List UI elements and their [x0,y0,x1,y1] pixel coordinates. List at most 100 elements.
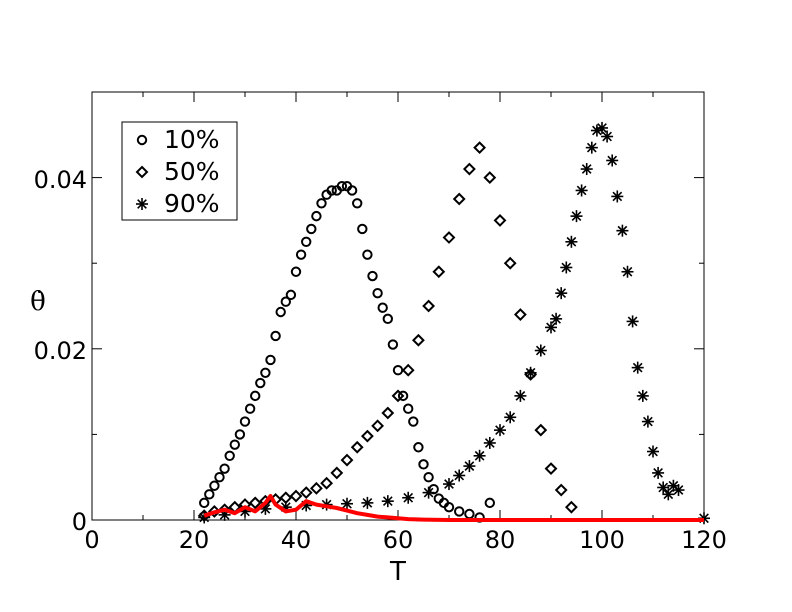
data-point-diamond [493,213,507,227]
data-point-asterisk [524,366,537,379]
data-point-circle [285,289,297,301]
data-point-asterisk [504,411,517,424]
data-point-asterisk [473,449,486,462]
data-point-circle [214,472,225,483]
data-point-diamond [473,141,487,155]
data-point-diamond [309,481,323,495]
series-circle [199,180,495,523]
data-point-asterisk [443,478,455,491]
data-point-asterisk [626,315,639,328]
data-point-asterisk [483,436,496,449]
legend-marker-asterisk [136,198,148,210]
data-point-circle [204,489,215,500]
data-point-diamond [330,466,344,480]
x-tick-label: 120 [681,526,727,554]
data-point-circle [255,377,266,389]
legend-marker-diamond [135,165,149,179]
data-point-asterisk [601,130,614,143]
data-point-circle [270,330,281,342]
data-point-diamond [442,231,456,244]
data-point-asterisk [453,469,466,482]
legend-label-90: 90% [164,189,220,218]
legend-label-50: 50% [164,157,220,186]
data-point-asterisk [647,445,659,458]
data-point-asterisk [641,415,654,428]
data-point-diamond [371,419,385,433]
data-point-asterisk [585,141,598,154]
data-point-asterisk [550,312,563,325]
data-point-circle [260,367,271,378]
data-point-circle [244,403,256,414]
data-point-diamond [554,483,568,497]
data-point-asterisk [560,261,573,274]
data-point-asterisk [534,344,547,357]
data-point-circle [239,416,251,427]
data-point-circle [382,313,393,325]
series-layer [197,121,710,525]
legend: 10% 50% 90% [121,121,238,221]
x-axis-title: T [389,557,406,587]
data-point-asterisk [621,265,634,278]
data-point-circle [454,506,465,517]
data-point-diamond [432,265,446,279]
data-point-circle [423,472,434,483]
legend-marker [136,134,148,146]
data-point-asterisk [381,495,394,508]
data-point-circle [301,236,312,248]
data-point-diamond [503,256,517,270]
data-point-circle [397,390,409,402]
data-point-circle [265,354,276,366]
data-point-diamond [401,363,415,377]
y-axis-title: θ̇ [30,287,46,317]
data-point-diamond [483,171,497,185]
x-tick-label: 20 [179,526,210,554]
data-point-circle [387,339,399,350]
data-point-circle [250,390,261,402]
data-point-asterisk [565,235,578,248]
data-point-diamond [462,162,476,176]
data-point-circle [377,302,388,313]
data-point-asterisk [555,287,568,300]
data-point-circle [306,223,317,235]
data-point-circle [229,439,241,450]
y-tick-labels: 0 0.02 0.04 [34,166,87,536]
data-point-diamond [299,486,313,500]
data-point-circle [219,463,230,474]
data-point-diamond [350,440,364,454]
data-point-circle [280,296,291,307]
data-point-diamond [422,299,436,313]
data-point-circle [275,306,286,318]
data-point-circle [352,198,363,209]
data-point-circle [418,459,429,470]
data-point-asterisk [361,496,374,509]
data-point-diamond [289,489,303,503]
data-point-diamond [544,462,558,476]
data-point-diamond [411,333,425,347]
series-line-red [203,494,704,522]
data-point-asterisk [494,424,506,437]
data-point-circle [199,497,210,509]
legend-marker-circle [136,134,148,146]
data-point-circle [290,266,302,277]
data-point-diamond [360,429,374,443]
data-point-circle [295,249,307,260]
data-point-circle [392,365,404,376]
x-tick-label: 100 [579,526,625,554]
data-point-circle [336,180,348,192]
x-tick-labels: 0 20 40 60 80 100 120 [84,526,727,554]
x-tick-label: 60 [383,526,414,554]
data-point-asterisk [570,210,583,223]
data-point-circle [362,249,373,260]
data-point-asterisk [611,190,624,203]
x-tick-label: 40 [281,526,312,554]
data-point-circle [326,185,337,196]
data-point-asterisk [652,466,665,479]
data-point-asterisk [606,154,619,167]
data-point-circle [209,480,220,491]
y-tick-label: 0 [72,508,87,536]
data-point-asterisk [662,488,675,501]
data-point-diamond [534,423,548,437]
y-tick-label: 0.04 [34,166,87,194]
data-point-circle [408,416,419,427]
data-point-circle [234,429,246,440]
